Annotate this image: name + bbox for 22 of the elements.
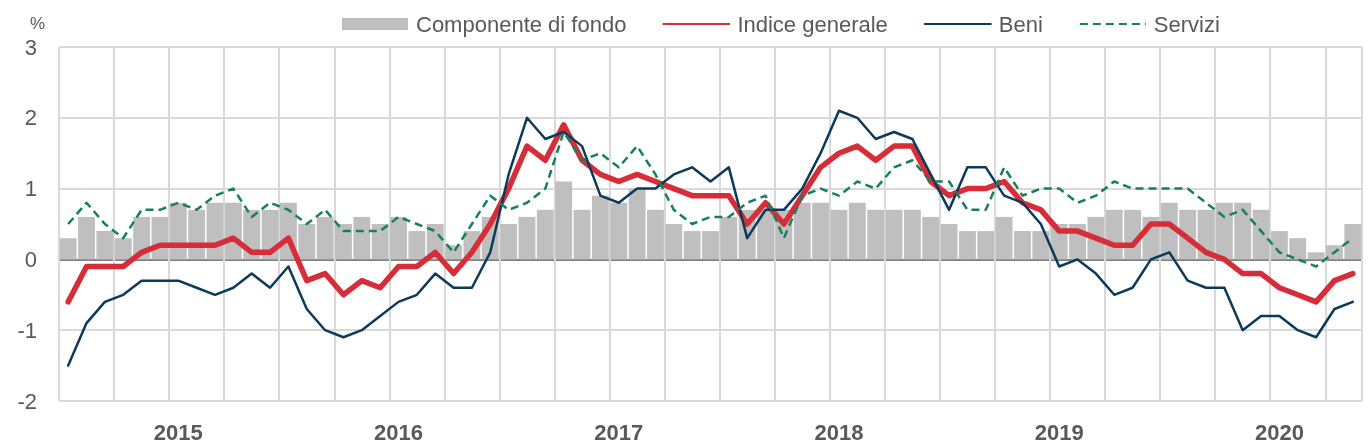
legend-label: Indice generale xyxy=(737,11,888,37)
x-tick-label: 2016 xyxy=(374,419,423,443)
bar xyxy=(830,209,848,260)
x-tick-label: 2019 xyxy=(1034,419,1084,443)
y-axis-title: % xyxy=(29,13,45,33)
legend-label: Beni xyxy=(998,11,1043,37)
y-tick-label: 1 xyxy=(24,176,37,202)
legend-label: Componente di fondo xyxy=(416,11,627,37)
x-tick-label: 2018 xyxy=(814,419,864,443)
bar xyxy=(885,209,903,260)
bar xyxy=(518,216,536,260)
y-tick-label: 0 xyxy=(24,246,37,272)
legend-label: Servizi xyxy=(1153,11,1220,37)
x-tick-label: 2017 xyxy=(594,419,644,443)
y-tick-label: -2 xyxy=(17,388,37,414)
x-tick-label: 2020 xyxy=(1254,419,1304,443)
y-tick-label: -1 xyxy=(17,317,37,343)
line-series xyxy=(66,109,1355,367)
bar xyxy=(573,209,591,260)
y-tick-label: 3 xyxy=(24,34,37,60)
x-tick-label: 2015 xyxy=(153,419,203,443)
y-tick-label: 2 xyxy=(24,105,37,131)
